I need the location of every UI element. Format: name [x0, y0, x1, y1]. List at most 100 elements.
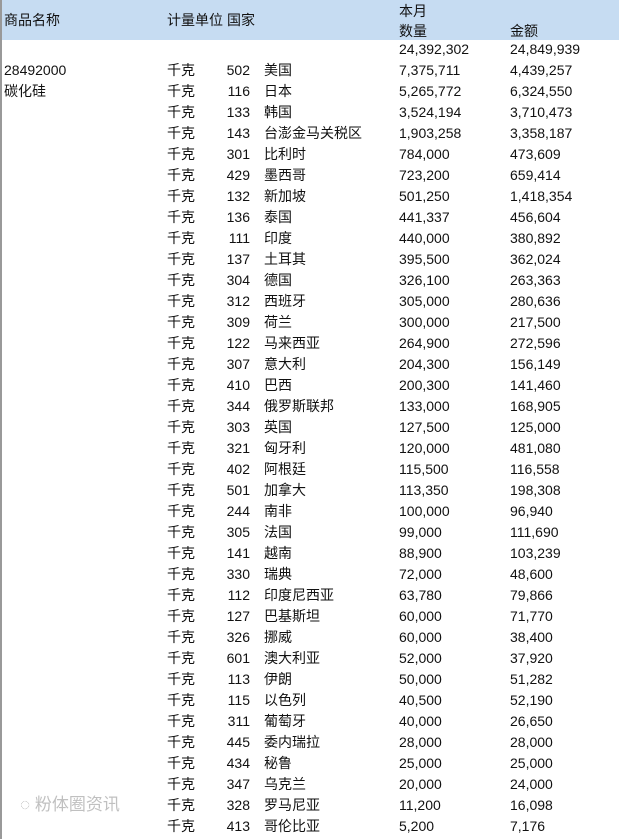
table-row: 千克 445 委内瑞拉 28,000 28,000 [2, 732, 619, 753]
cell-country: 马来西亚 [264, 335, 320, 351]
cell-unit: 千克 [167, 188, 195, 204]
cell-code: 304 [226, 272, 250, 288]
cell-country: 南非 [264, 503, 292, 519]
cell-amount: 156,149 [510, 356, 561, 372]
cell-country: 越南 [264, 545, 292, 561]
table-row: 碳化硅 千克 116 日本 5,265,772 6,324,550 [2, 81, 619, 102]
cell-unit: 千克 [167, 356, 195, 372]
product-code: 28492000 [4, 62, 67, 78]
cell-unit: 千克 [167, 251, 195, 267]
cell-country: 澳大利亚 [264, 650, 320, 666]
cell-code: 116 [227, 83, 250, 99]
cell-qty: 7,375,711 [399, 62, 461, 78]
table-row: 千克 321 匈牙利 120,000 481,080 [2, 438, 619, 459]
cell-country: 以色列 [264, 692, 306, 708]
cell-amount: 456,604 [510, 209, 561, 225]
cell-unit: 千克 [167, 755, 195, 771]
cell-country: 秘鲁 [264, 755, 292, 771]
cell-code: 402 [226, 461, 250, 477]
table-row: 千克 143 台澎金马关税区 1,903,258 3,358,187 [2, 123, 619, 144]
cell-amount: 198,308 [510, 482, 561, 498]
cell-country: 法国 [264, 524, 292, 540]
table-row: 千克 601 澳大利亚 52,000 37,920 [2, 648, 619, 669]
cell-country: 英国 [264, 419, 292, 435]
cell-qty: 40,500 [399, 692, 442, 708]
cell-qty: 127,500 [399, 419, 450, 435]
cell-country: 加拿大 [264, 482, 306, 498]
table-row: 千克 328 罗马尼亚 11,200 16,098 [2, 795, 619, 816]
cell-country: 挪威 [264, 629, 292, 645]
cell-unit: 千克 [167, 797, 195, 813]
cell-qty: 326,100 [399, 272, 450, 288]
cell-qty: 440,000 [399, 230, 450, 246]
header-month: 本月 [399, 3, 427, 19]
table-row: 千克 304 德国 326,100 263,363 [2, 270, 619, 291]
cell-country: 土耳其 [264, 251, 306, 267]
cell-country: 日本 [264, 83, 292, 99]
cell-unit: 千克 [167, 524, 195, 540]
cell-amount: 362,024 [510, 251, 561, 267]
cell-country: 匈牙利 [264, 440, 306, 456]
cell-code: 143 [226, 125, 250, 141]
cell-unit: 千克 [167, 461, 195, 477]
table-row: 千克 311 葡萄牙 40,000 26,650 [2, 711, 619, 732]
cell-code: 115 [227, 692, 250, 708]
cell-amount: 25,000 [510, 755, 553, 771]
cell-unit: 千克 [167, 104, 195, 120]
table-row: 千克 410 巴西 200,300 141,460 [2, 375, 619, 396]
cell-amount: 168,905 [510, 398, 561, 414]
cell-amount: 51,282 [510, 671, 553, 687]
cell-amount: 96,940 [510, 503, 553, 519]
cell-qty: 133,000 [399, 398, 450, 414]
cell-code: 434 [226, 755, 250, 771]
cell-unit: 千克 [167, 587, 195, 603]
cell-qty: 20,000 [399, 776, 442, 792]
cell-qty: 501,250 [399, 188, 450, 204]
cell-code: 311 [227, 713, 250, 729]
cell-qty: 113,350 [399, 482, 449, 498]
cell-code: 601 [226, 650, 250, 666]
cell-amount: 71,770 [510, 608, 553, 624]
table-row: 千克 132 新加坡 501,250 1,418,354 [2, 186, 619, 207]
cell-amount: 272,596 [510, 335, 561, 351]
cell-code: 113 [227, 671, 250, 687]
cell-amount: 24,000 [510, 776, 553, 792]
table-header: 商品名称 计量单位 国家 本月 数量 金额 [0, 0, 619, 40]
cell-amount: 7,176 [510, 818, 546, 834]
cell-unit: 千克 [167, 83, 195, 99]
cell-qty: 88,900 [399, 545, 442, 561]
cell-qty: 264,900 [399, 335, 450, 351]
table-row: 千克 133 韩国 3,524,194 3,710,473 [2, 102, 619, 123]
cell-unit: 千克 [167, 146, 195, 162]
cell-unit: 千克 [167, 818, 195, 834]
cell-amount: 16,098 [510, 797, 553, 813]
header-unit: 计量单位 [167, 12, 223, 28]
cell-qty: 99,000 [399, 524, 442, 540]
cell-qty: 5,200 [399, 818, 435, 834]
cell-country: 瑞典 [264, 566, 292, 582]
cell-country: 印度 [264, 230, 292, 246]
cell-code: 429 [226, 167, 250, 183]
watermark-logo-icon: ◌ [20, 795, 31, 814]
header-name: 商品名称 [4, 12, 60, 28]
cell-qty: 72,000 [399, 566, 442, 582]
cell-qty: 200,300 [399, 377, 450, 393]
cell-country: 委内瑞拉 [264, 734, 320, 750]
table-body: 24,392,302 24,849,939 28492000 千克 502 美国 7,3… [0, 39, 619, 839]
cell-unit: 千克 [167, 440, 195, 456]
table-row: 千克 136 泰国 441,337 456,604 [2, 207, 619, 228]
cell-unit: 千克 [167, 293, 195, 309]
cell-code: 127 [226, 608, 250, 624]
table-row: 千克 429 墨西哥 723,200 659,414 [2, 165, 619, 186]
cell-country: 西班牙 [264, 293, 306, 309]
cell-country: 巴西 [264, 377, 292, 393]
table-row: 千克 402 阿根廷 115,500 116,558 [2, 459, 619, 480]
product-name: 碳化硅 [4, 83, 46, 99]
table-row: 千克 347 乌克兰 20,000 24,000 [2, 774, 619, 795]
cell-qty: 1,903,258 [399, 125, 462, 141]
cell-code: 413 [226, 818, 250, 834]
cell-amount: 125,000 [510, 419, 561, 435]
cell-code: 137 [226, 251, 250, 267]
cell-amount: 3,358,187 [510, 125, 573, 141]
table-row: 千克 312 西班牙 305,000 280,636 [2, 291, 619, 312]
